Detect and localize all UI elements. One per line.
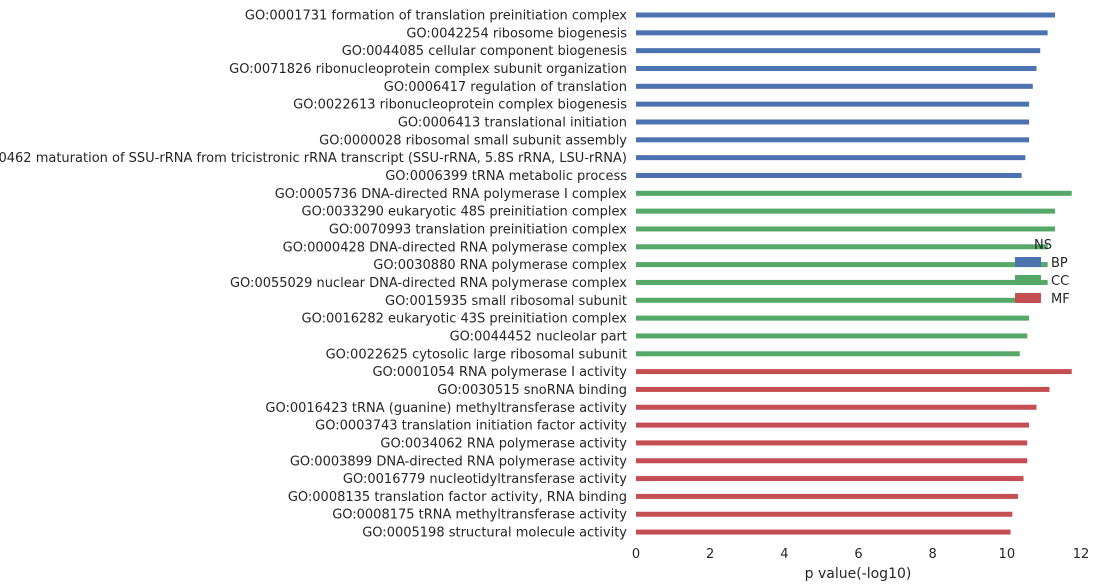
bar-bp-2 — [636, 48, 1041, 54]
category-label: GO:0016282 eukaryotic 43S preinitiation … — [302, 312, 628, 327]
bar-mf-22 — [636, 404, 1037, 410]
x-tick-label: 12 — [1073, 547, 1090, 562]
bar-bp-8 — [636, 155, 1026, 161]
bar-bp-4 — [636, 83, 1033, 89]
category-label: GO:0008175 tRNA methyltransferase activi… — [332, 508, 627, 523]
category-label: GO:0001054 RNA polymerase I activity — [372, 365, 627, 380]
category-label: GO:0034062 RNA polymerase activity — [380, 436, 627, 451]
bar-mf-25 — [636, 458, 1028, 464]
bar-cc-13 — [636, 244, 1048, 250]
category-label: GO:0003743 translation initiation factor… — [315, 419, 627, 434]
bar-mf-28 — [636, 511, 1013, 517]
category-label: GO:0022625 cytosolic large ribosomal sub… — [326, 347, 627, 362]
bar-mf-26 — [636, 476, 1024, 482]
bar-cc-17 — [636, 315, 1030, 321]
bar-cc-12 — [636, 226, 1056, 232]
category-label: GO:0044452 nucleolar part — [450, 329, 627, 344]
bar-mf-21 — [636, 386, 1050, 392]
bar-cc-16 — [636, 297, 1041, 303]
bar-bp-6 — [636, 119, 1030, 125]
bar-mf-23 — [636, 422, 1030, 428]
legend-label-bp: BP — [1051, 256, 1068, 271]
bar-mf-27 — [636, 493, 1018, 499]
category-label: GO:0006413 translational initiation — [398, 115, 627, 130]
legend: NS BP CC MF — [1015, 238, 1070, 307]
category-label: GO:0003899 DNA-directed RNA polymerase a… — [290, 454, 627, 469]
category-label: GO:0000028 ribosomal small subunit assem… — [319, 133, 627, 148]
bar-bp-7 — [636, 137, 1030, 143]
category-label: GO:0022613 ribonucleoprotein complex bio… — [293, 98, 627, 113]
bar-bp-0 — [636, 12, 1056, 18]
bars-group — [636, 12, 1072, 535]
x-tick-label: 2 — [706, 547, 714, 562]
legend-swatch-cc — [1015, 275, 1041, 285]
category-label: GO:0005736 DNA-directed RNA polymerase I… — [275, 187, 628, 202]
x-tick-label: 8 — [929, 547, 937, 562]
category-label: GO:0070993 translation preinitiation com… — [329, 222, 627, 237]
category-label: GO:0016423 tRNA (guanine) methyltransfer… — [265, 401, 627, 416]
category-label: GO:0006399 tRNA metabolic process — [385, 169, 627, 184]
category-label: GO:0016779 nucleotidyltransferase activi… — [343, 472, 627, 487]
category-label: GO:0030515 snoRNA binding — [437, 383, 627, 398]
category-labels: GO:0001731 formation of translation prei… — [0, 9, 627, 541]
bar-mf-20 — [636, 369, 1072, 375]
bar-bp-1 — [636, 30, 1048, 36]
legend-label-mf: MF — [1051, 292, 1070, 307]
category-label: GO:0044085 cellular component biogenesis — [342, 44, 628, 59]
category-label: GO:0000428 DNA-directed RNA polymerase c… — [283, 240, 628, 255]
category-label: GO:0042254 ribosome biogenesis — [406, 26, 627, 41]
x-tick-label: 0 — [632, 547, 640, 562]
bar-cc-14 — [636, 262, 1048, 268]
bar-mf-29 — [636, 529, 1011, 535]
x-tick-label: 4 — [780, 547, 788, 562]
category-label: GO:0005198 structural molecule activity — [362, 526, 627, 541]
x-tick-label: 6 — [854, 547, 862, 562]
category-label: GO:0033290 eukaryotic 48S preinitiation … — [302, 205, 628, 220]
category-label: GO:0006417 regulation of translation — [384, 80, 627, 95]
category-label: GO:0001731 formation of translation prei… — [245, 9, 627, 24]
bar-bp-9 — [636, 172, 1022, 178]
x-tick-label: 10 — [999, 547, 1016, 562]
bar-cc-19 — [636, 351, 1020, 357]
bar-bp-3 — [636, 65, 1037, 71]
legend-title: NS — [1034, 238, 1052, 253]
category-label: GO:0071826 ribonucleoprotein complex sub… — [229, 62, 627, 77]
category-label: GO:0000462 maturation of SSU-rRNA from t… — [0, 151, 627, 166]
x-axis-ticks: 0 2 4 6 8 10 12 — [632, 547, 1089, 562]
category-label: GO:0015935 small ribosomal subunit — [385, 294, 627, 309]
category-label: GO:0030880 RNA polymerase complex — [373, 258, 627, 273]
x-axis-label: p value(-log10) — [805, 566, 912, 582]
bar-cc-15 — [636, 279, 1048, 285]
legend-swatch-mf — [1015, 293, 1041, 303]
category-label: GO:0055029 nuclear DNA-directed RNA poly… — [230, 276, 627, 291]
bar-cc-10 — [636, 190, 1072, 196]
bar-cc-18 — [636, 333, 1028, 339]
legend-swatch-bp — [1015, 257, 1041, 267]
bar-bp-5 — [636, 101, 1030, 107]
bar-cc-11 — [636, 208, 1056, 214]
bar-mf-24 — [636, 440, 1028, 446]
legend-label-cc: CC — [1051, 274, 1069, 289]
category-label: GO:0008135 translation factor activity, … — [288, 490, 627, 505]
